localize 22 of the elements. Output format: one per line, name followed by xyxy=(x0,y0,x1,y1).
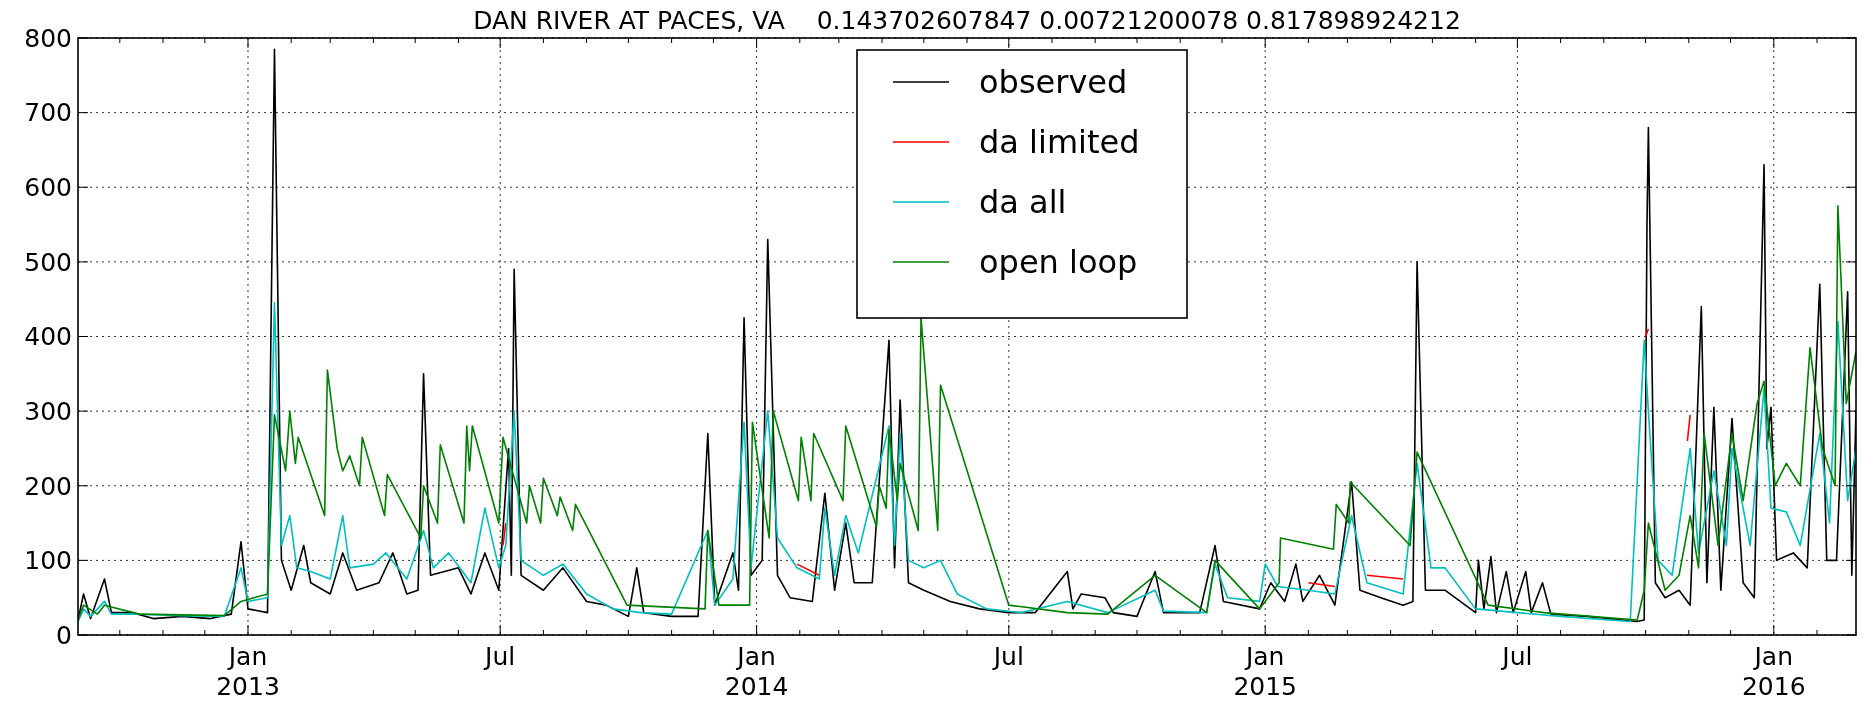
y-tick-label: 400 xyxy=(24,322,72,352)
y-tick-label: 600 xyxy=(24,173,72,202)
chart-title: DAN RIVER AT PACES, VA 0.143702607847 0.00721200078 0.817898924212 xyxy=(473,6,1461,35)
x-tick-label: Jan 2016 xyxy=(1741,642,1806,701)
x-tick-label: Jan 2015 xyxy=(1233,642,1297,701)
y-tick-label: 200 xyxy=(24,471,72,501)
y-tick-label: 500 xyxy=(24,247,72,277)
y-tick-label: 800 xyxy=(24,23,72,53)
legend-label: da all xyxy=(979,183,1067,222)
legend-label: da limited xyxy=(979,123,1140,162)
y-tick-label: 100 xyxy=(24,546,72,576)
line-series xyxy=(78,302,1856,623)
x-tick-label: Jan 2013 xyxy=(216,642,280,701)
y-tick-label: 700 xyxy=(24,98,72,128)
y-tick-label: 300 xyxy=(24,396,72,426)
x-tick-label: Jul xyxy=(991,642,1024,671)
legend-label: open loop xyxy=(979,243,1138,282)
y-tick-label: 0 xyxy=(56,620,72,650)
x-tick-label: Jan 2014 xyxy=(724,642,789,701)
legend-label: observed xyxy=(979,63,1128,102)
x-tick-label: Jul xyxy=(1500,642,1533,671)
x-tick-label: Jul xyxy=(483,642,516,671)
